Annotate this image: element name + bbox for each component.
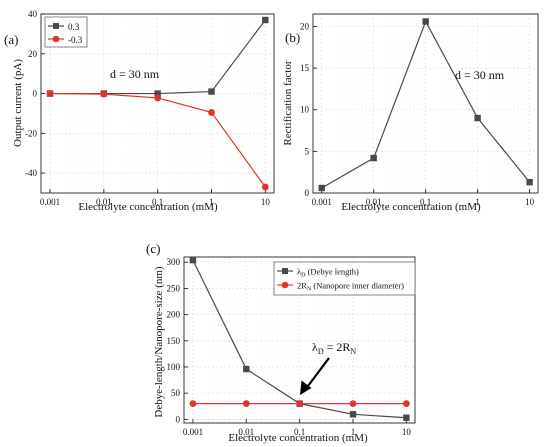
x-tick-label-c-3: 1	[351, 427, 356, 437]
x-tick-label-c-0: 0.001	[183, 427, 203, 437]
x-tick-label-a-0: 0.001	[40, 197, 60, 207]
x-tick-label-a-4: 10	[261, 197, 271, 207]
panel-label-a: (a)	[4, 32, 18, 47]
x-tick-label-b-2: 0.1	[420, 197, 431, 207]
x-tick-label-c-2: 0.1	[294, 427, 305, 437]
data-point-c-0-0	[189, 256, 197, 264]
legend-box-a	[44, 16, 88, 48]
y-tick-label-c-1: 50	[171, 388, 181, 398]
legend-label-c-1-sub: N	[307, 287, 312, 293]
data-point-c-1-0	[189, 400, 197, 408]
legend-marker-c-0	[282, 268, 288, 274]
x-tick-label-b-4: 10	[525, 197, 535, 207]
y-tick-label-b-1: 5	[305, 146, 310, 156]
plot-area-a: 0.001 0.01 0.1 1 10 -40 -20 0 20 40	[25, 9, 275, 207]
panel-label-c: (c)	[146, 241, 160, 256]
legend-label-c-1-main: 2R	[297, 281, 307, 291]
annotation-c-lambda: λ	[312, 340, 318, 354]
x-tick-label-b-3: 1	[475, 197, 480, 207]
y-axis-title-c: Debye-length/Nanopore-size (nm)	[153, 266, 165, 418]
y-tick-label-c-6: 300	[167, 257, 181, 267]
y-tick-label-a-3: 20	[28, 49, 38, 59]
y-tick-label-c-0: 0	[176, 414, 181, 424]
legend-label-c-1: 2RN (Nanopore inner diameter)	[297, 281, 404, 293]
x-tick-label-c-1: 0.01	[238, 427, 254, 437]
data-point-c-1-3	[349, 400, 357, 408]
data-point-b-0-2	[422, 18, 429, 25]
legend-label-a-1: -0.3	[68, 35, 83, 45]
data-point-a-0-4	[262, 16, 269, 24]
legend-marker-a-1	[52, 35, 60, 43]
data-point-a-1-2	[154, 94, 162, 102]
data-point-b-0-1	[370, 154, 377, 162]
data-point-c-1-2	[296, 400, 304, 408]
annotation-c-text: λD = 2RN	[312, 340, 356, 356]
annotation-c-equals: = 2R	[324, 340, 351, 354]
y-tick-label-c-2: 100	[167, 362, 181, 372]
x-tick-label-a-1: 0.01	[96, 197, 112, 207]
y-tick-label-c-3: 150	[167, 336, 181, 346]
y-tick-label-a-1: -20	[25, 128, 37, 138]
legend-c: λD (Debye length) 2RN (Nanopore inner di…	[273, 261, 416, 296]
data-point-c-0-4	[403, 414, 410, 421]
y-tick-label-b-4: 20	[300, 21, 310, 31]
annotation-c-arrow-head	[300, 380, 312, 395]
data-point-a-0-3	[208, 88, 215, 95]
x-axis-title-b: Electrolyte concentration (mM)	[341, 201, 481, 213]
legend-label-c-0-rest: (Debye length)	[305, 267, 359, 277]
data-point-b-0-4	[526, 178, 533, 186]
legend-label-c-0: λD (Debye length)	[297, 267, 359, 279]
data-point-a-1-1	[100, 90, 108, 98]
data-point-a-1-3	[208, 109, 215, 116]
data-point-b-0-3	[474, 114, 481, 122]
y-axis-title-b: Rectification factor	[282, 60, 294, 146]
annotation-c-n-sub: N	[350, 347, 356, 356]
panel-b: 0.001 0.01 0.1 1 10 0 5 10 15 20 (b) Electrolyte …	[282, 13, 539, 213]
legend-label-c-0-main: λ	[297, 267, 302, 277]
y-tick-label-c-4: 200	[167, 310, 181, 320]
data-point-b-0-0	[318, 184, 325, 192]
x-tick-label-b-0: 0.001	[312, 197, 332, 207]
x-axis-title-a: Electrolyte concentration (mM)	[78, 201, 218, 213]
annotation-c-d-sub: D	[318, 347, 324, 356]
plot-area-b: 0.001 0.01 0.1 1 10 0 5 10 15 20	[300, 13, 539, 207]
legend-label-c-0-sub: D	[301, 273, 306, 279]
x-tick-label-b-1: 0.01	[366, 197, 382, 207]
y-tick-label-b-2: 10	[300, 105, 310, 115]
legend-a: 0.3 -0.3	[44, 16, 88, 48]
panel-a: 0.001 0.01 0.1 1 10 -40 -20 0 20 40 (a) Electroly…	[4, 9, 275, 213]
data-point-a-0-2	[154, 90, 161, 97]
legend-box-c	[273, 261, 416, 296]
y-tick-label-b-0: 0	[305, 188, 310, 198]
y-tick-label-a-2: 0	[33, 89, 38, 99]
legend-label-a-0: 0.3	[68, 22, 80, 32]
data-point-a-1-0	[46, 90, 54, 97]
annotation-c: λD = 2RN	[300, 340, 356, 395]
panel-label-b: (b)	[285, 30, 300, 45]
legend-label-c-1-rest: (Nanopore inner diameter)	[311, 281, 404, 291]
y-tick-label-a-0: -40	[25, 168, 37, 178]
data-point-a-1-4	[261, 183, 269, 191]
x-axis-title-c: Electrolyte concentration (mM)	[228, 432, 368, 444]
annotation-c-arrow-shaft	[307, 357, 330, 387]
annotation-a: d = 30 nm	[110, 67, 160, 81]
annotation-b: d = 30 nm	[455, 68, 505, 82]
data-point-c-0-3	[349, 411, 357, 418]
x-tick-label-c-4: 10	[402, 427, 412, 437]
legend-marker-c-1	[281, 281, 289, 289]
data-point-c-1-1	[242, 400, 250, 408]
x-tick-label-a-3: 1	[209, 197, 214, 207]
x-tick-label-a-2: 0.1	[152, 197, 163, 207]
data-point-c-1-4	[402, 400, 410, 408]
y-axis-title-a: Output current (pA)	[12, 59, 24, 147]
data-point-c-0-1	[243, 365, 250, 373]
y-tick-label-a-4: 40	[28, 9, 38, 19]
legend-marker-a-0	[53, 23, 59, 29]
y-tick-label-b-3: 15	[300, 63, 310, 73]
y-tick-label-c-5: 250	[167, 283, 181, 293]
